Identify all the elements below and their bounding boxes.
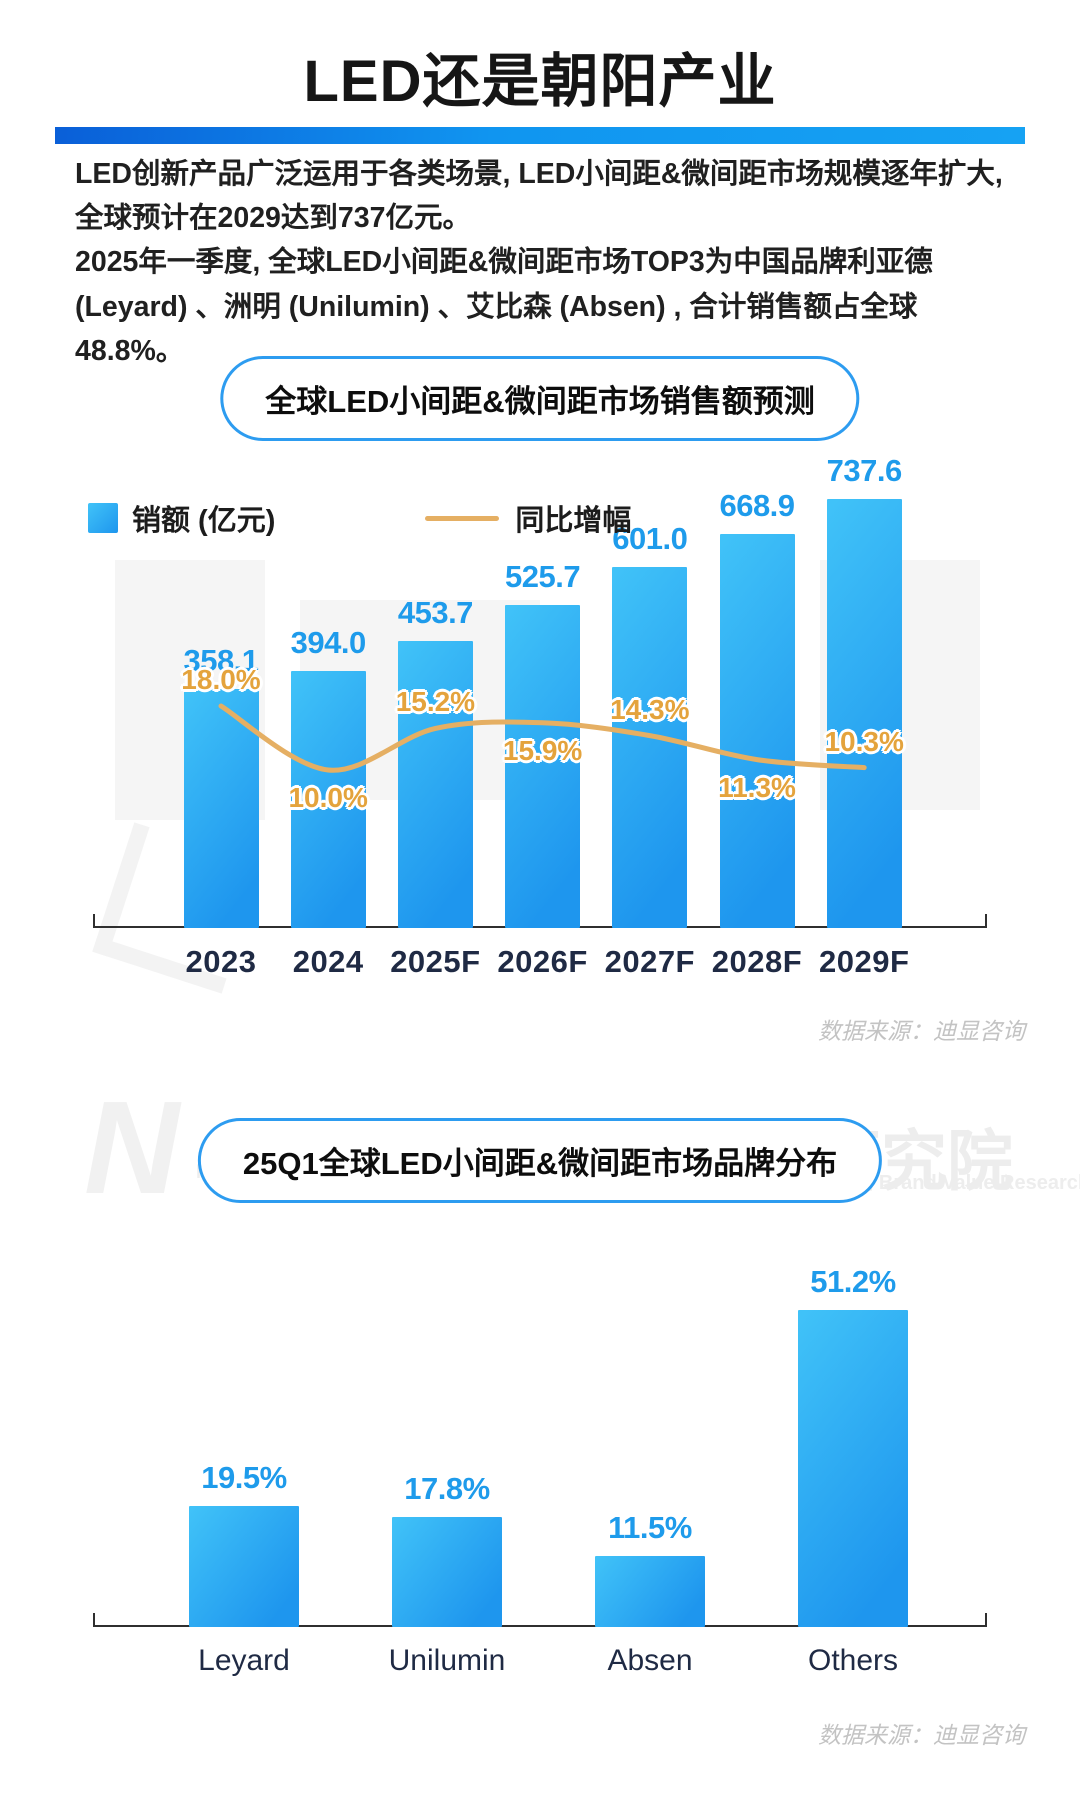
- share-value-label: 17.8%: [404, 1471, 490, 1506]
- brand-axis-label: Leyard: [198, 1644, 290, 1677]
- sales-bar: [505, 605, 581, 928]
- bar-value-label: 601.0: [612, 521, 688, 556]
- institute-en-watermark: NBD Brand Value Research Institute: [830, 1172, 1080, 1194]
- x-axis-label: 2029F: [818, 944, 910, 979]
- growth-rate-label: 18.0%: [181, 664, 261, 695]
- nbd-logo-watermark: N: [84, 1074, 180, 1221]
- share-value-label: 11.5%: [608, 1510, 692, 1545]
- x-axis-label: 2027F: [604, 944, 695, 979]
- share-bar: [392, 1517, 502, 1627]
- chart1-title-pill: 全球LED小间距&微间距市场销售额预测: [220, 356, 860, 441]
- brand-axis-label: Others: [807, 1644, 899, 1677]
- bar-value-label: 668.9: [719, 488, 795, 523]
- sales-bar: [290, 671, 366, 928]
- sales-bar: [612, 567, 688, 928]
- share-bar: [595, 1556, 705, 1627]
- share-value-label: 51.2%: [810, 1264, 896, 1299]
- x-axis-label: 2023: [185, 944, 257, 979]
- line-swatch-icon: [425, 515, 500, 521]
- growth-line: [218, 703, 867, 773]
- chart2-x-axis: [93, 1613, 987, 1627]
- x-axis-label: 2028F: [711, 944, 803, 979]
- sales-bar: [826, 499, 902, 928]
- growth-rate-label: 14.3%: [610, 693, 690, 725]
- growth-rate-label: 10.0%: [288, 782, 368, 813]
- chart2-title-pill: 25Q1全球LED小间距&微间距市场品牌分布: [197, 1118, 883, 1203]
- chart1-plot-area: 358.1 394.0 453.7 525.7 601.0 668.9 737.6 18.0%…: [93, 428, 987, 928]
- legend-label-sales: 销额 (亿元): [132, 505, 276, 537]
- growth-rate-label: 10.3%: [824, 725, 904, 757]
- page-title: LED还是朝阳产业: [303, 49, 777, 114]
- legend-item-growth: 同比增幅: [425, 497, 631, 539]
- sales-bar: [183, 689, 259, 928]
- title-divider-bar: [55, 127, 1025, 144]
- growth-rate-label: 11.3%: [718, 771, 796, 803]
- bar-value-label: 453.7: [397, 595, 474, 630]
- chart2-x-labels: Leyard Unilumin Absen Others: [105, 1644, 975, 1686]
- bar-swatch-icon: [88, 503, 118, 533]
- legend-item-sales: 销额 (亿元): [88, 497, 275, 539]
- share-bar: [798, 1310, 908, 1627]
- share-bar: [189, 1506, 299, 1627]
- sales-bar: [397, 641, 473, 928]
- brand-axis-label: Absen: [607, 1644, 693, 1677]
- x-axis-label: 2024: [292, 944, 364, 979]
- x-axis-label: 2025F: [390, 944, 481, 979]
- bar-value-label: 737.6: [826, 453, 903, 488]
- growth-rate-label: 15.9%: [502, 734, 583, 766]
- chart1-legend: 销额 (亿元) 同比增幅: [88, 497, 631, 539]
- bar-value-label: 525.7: [505, 559, 581, 594]
- growth-rate-label: 15.2%: [395, 686, 476, 718]
- brand-axis-label: Unilumin: [388, 1644, 506, 1677]
- intro-paragraph-2: 2025年一季度, 全球LED小间距&微间距市场TOP3为中国品牌利亚德 (Le…: [75, 246, 933, 367]
- chart2-plot-area: 19.5% 17.8% 11.5% 51.2%: [93, 1250, 987, 1627]
- growth-line-chart: [218, 703, 867, 773]
- chart1-source: 数据来源：迪显咨询: [818, 1018, 1025, 1044]
- bar-value-label: 358.1: [183, 643, 259, 678]
- share-value-label: 19.5%: [201, 1460, 287, 1495]
- chart2-source: 数据来源：迪显咨询: [818, 1722, 1025, 1748]
- chart1-x-labels: 2023 2024 2025F 2026F 2027F 2028F 2029F: [105, 944, 975, 986]
- bar-value-label: 394.0: [290, 625, 367, 660]
- intro-paragraph-1: LED创新产品广泛运用于各类场景, LED小间距&微间距市场规模逐年扩大, 全球…: [75, 158, 1003, 235]
- x-axis-label: 2026F: [497, 944, 588, 979]
- legend-label-growth: 同比增幅: [515, 505, 632, 537]
- sales-bar: [719, 534, 795, 928]
- intro-text: LED创新产品广泛运用于各类场景, LED小间距&微间距市场规模逐年扩大, 全球…: [75, 152, 1007, 373]
